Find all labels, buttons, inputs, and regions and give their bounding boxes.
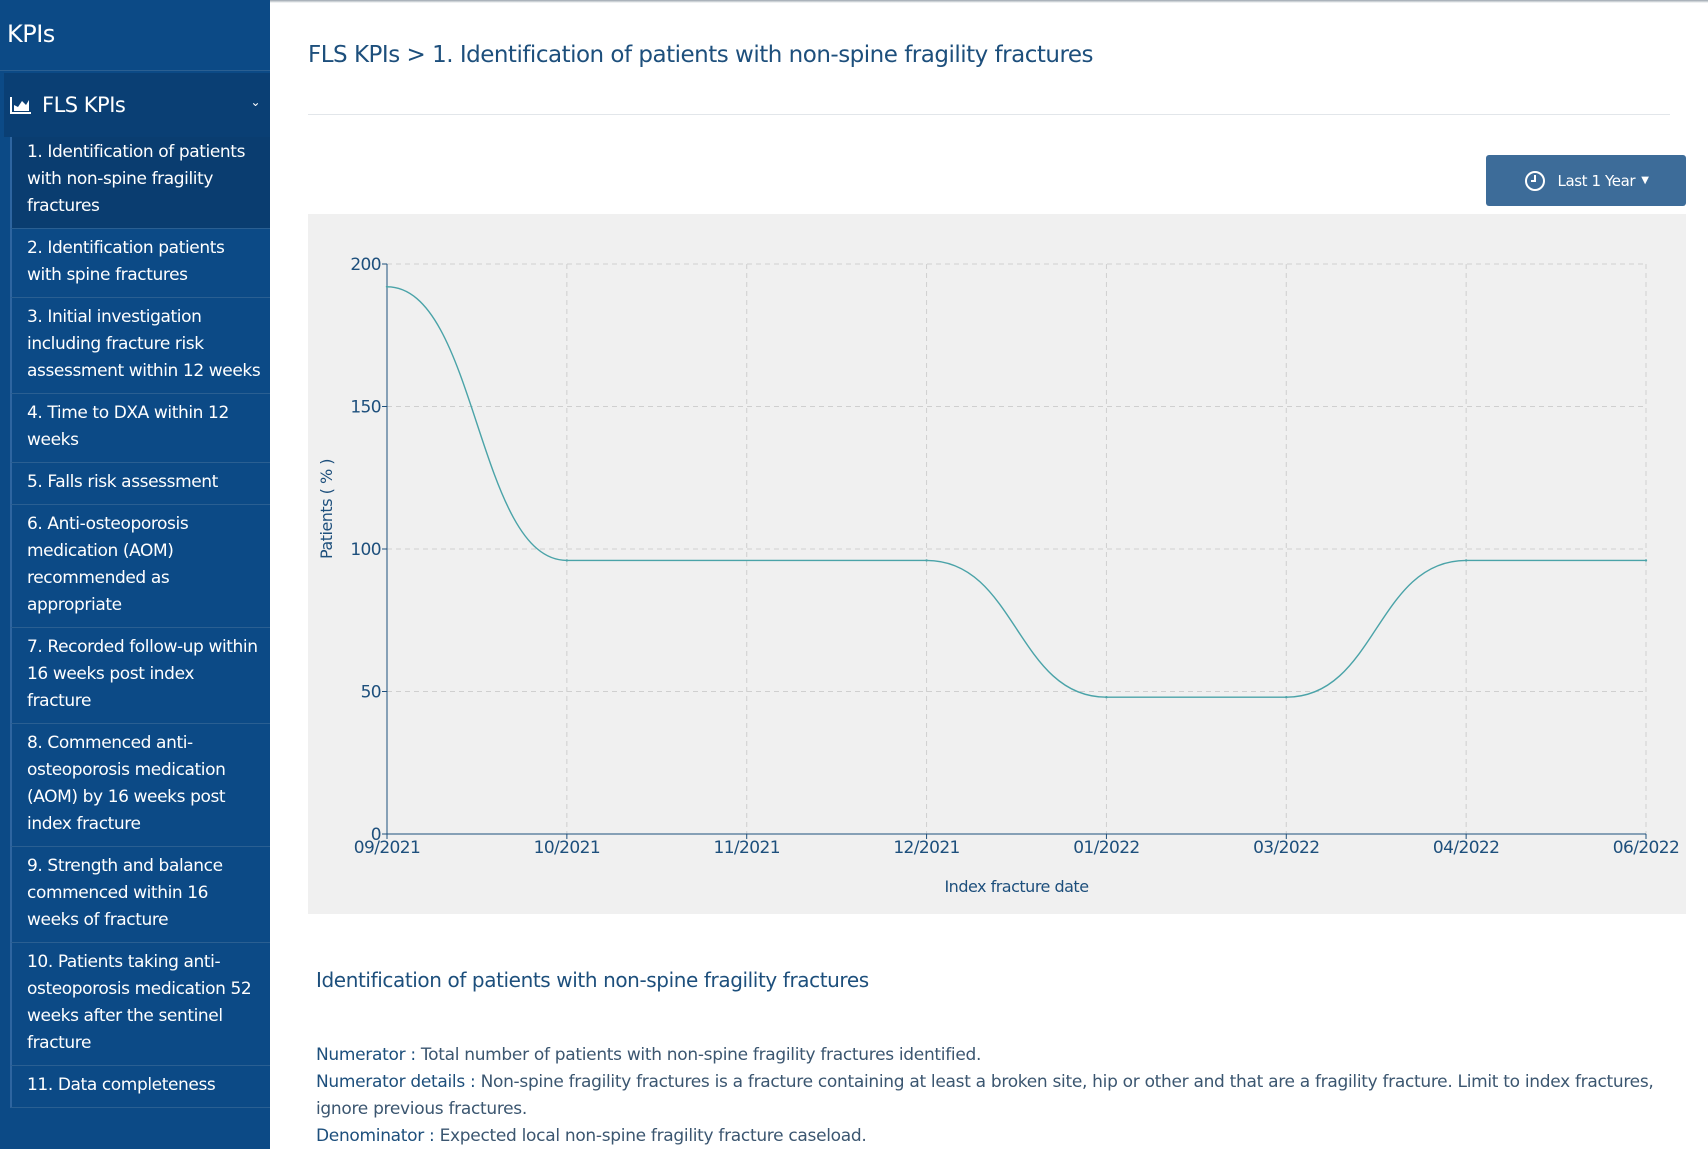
sidebar-item-kpi-11[interactable]: 11. Data completeness bbox=[10, 1066, 270, 1108]
x-tick-label: 03/2022 bbox=[1253, 838, 1319, 858]
sidebar-kpi-list: 1. Identification of patients with non-s… bbox=[0, 137, 270, 1108]
chevron-down-icon[interactable]: ⌄ bbox=[250, 95, 260, 109]
sidebar-item-label: 8. Commenced anti-osteoporosis medicatio… bbox=[27, 733, 226, 834]
numerator-details-label: Numerator details : bbox=[316, 1072, 476, 1092]
numerator-text: Total number of patients with non-spine … bbox=[420, 1045, 982, 1065]
app-title: KPIs bbox=[0, 0, 270, 71]
x-tick-label: 11/2021 bbox=[713, 838, 779, 858]
sidebar-item-label: 2. Identification patients with spine fr… bbox=[27, 238, 225, 285]
sidebar-item-kpi-1[interactable]: 1. Identification of patients with non-s… bbox=[10, 137, 270, 229]
data-point bbox=[1464, 559, 1468, 562]
x-tick-label: 01/2022 bbox=[1073, 838, 1139, 858]
sidebar-item-label: 6. Anti-osteoporosis medication (AOM) re… bbox=[27, 514, 189, 615]
area-chart-icon bbox=[10, 97, 31, 114]
x-tick-label: 06/2022 bbox=[1613, 838, 1679, 858]
top-shadow bbox=[270, 0, 1708, 3]
period-dropdown-button[interactable]: Last 1 Year ▼ bbox=[1486, 155, 1686, 206]
data-point bbox=[1105, 696, 1108, 699]
sidebar-item-kpi-6[interactable]: 6. Anti-osteoporosis medication (AOM) re… bbox=[10, 505, 270, 628]
header-divider bbox=[308, 114, 1670, 115]
sidebar-item-label: 3. Initial investigation including fract… bbox=[27, 307, 261, 381]
y-tick-label: 100 bbox=[350, 540, 381, 560]
sidebar-item-kpi-4[interactable]: 4. Time to DXA within 12 weeks bbox=[10, 394, 270, 463]
data-point bbox=[925, 559, 928, 562]
data-point bbox=[1285, 696, 1288, 699]
sidebar: KPIs FLS KPIs ⌄ 1. Identification of pat… bbox=[0, 0, 270, 1149]
data-point bbox=[565, 559, 569, 562]
denominator-label: Denominator : bbox=[316, 1126, 435, 1146]
sidebar-item-kpi-2[interactable]: 2. Identification patients with spine fr… bbox=[10, 229, 270, 298]
kpi-chart: 0 50 100 150 200 09/2021 10/2021 11/2021 12/2021… bbox=[308, 214, 1686, 914]
numerator-details-text: Non-spine fragility fractures is a fract… bbox=[316, 1072, 1654, 1119]
sidebar-item-kpi-3[interactable]: 3. Initial investigation including fract… bbox=[10, 298, 270, 394]
y-tick-label: 150 bbox=[350, 398, 381, 418]
sidebar-section-fls-kpis[interactable]: FLS KPIs ⌄ bbox=[4, 73, 270, 137]
sidebar-item-label: 1. Identification of patients with non-s… bbox=[27, 142, 246, 216]
denominator-row: Denominator : Expected local non-spine f… bbox=[316, 1123, 1676, 1150]
sidebar-item-label: 4. Time to DXA within 12 weeks bbox=[27, 403, 229, 450]
numerator-label: Numerator : bbox=[316, 1045, 416, 1065]
sidebar-item-label: 5. Falls risk assessment bbox=[27, 472, 218, 492]
data-point bbox=[385, 285, 389, 288]
denominator-text: Expected local non-spine fragility fract… bbox=[439, 1126, 867, 1146]
data-point bbox=[1644, 559, 1648, 562]
period-label: Last 1 Year bbox=[1557, 171, 1636, 190]
x-tick-label: 10/2021 bbox=[534, 838, 600, 858]
sidebar-item-label: 11. Data completeness bbox=[27, 1075, 216, 1095]
sidebar-item-label: 10. Patients taking anti-osteoporosis me… bbox=[27, 952, 252, 1053]
series-line bbox=[386, 286, 1646, 698]
description-title: Identification of patients with non-spin… bbox=[316, 968, 869, 992]
x-axis-title: Index fracture date bbox=[944, 877, 1088, 896]
sidebar-item-kpi-10[interactable]: 10. Patients taking anti-osteoporosis me… bbox=[10, 943, 270, 1066]
y-tick-label: 0 bbox=[371, 825, 381, 845]
y-tick-label: 50 bbox=[361, 683, 381, 703]
sidebar-item-label: 7. Recorded follow-up within 16 weeks po… bbox=[27, 637, 258, 711]
x-tick-label: 12/2021 bbox=[893, 838, 959, 858]
numerator-row: Numerator : Total number of patients wit… bbox=[316, 1042, 1676, 1069]
x-tick-label: 09/2021 bbox=[354, 838, 420, 858]
kpi-description: Numerator : Total number of patients wit… bbox=[316, 1042, 1676, 1150]
clock-icon bbox=[1524, 170, 1545, 191]
y-axis-title: Patients ( % ) bbox=[317, 459, 336, 559]
sidebar-item-label: 9. Strength and balance commenced within… bbox=[27, 856, 223, 930]
sidebar-section-label: FLS KPIs bbox=[42, 93, 126, 117]
line-chart: 0 50 100 150 200 09/2021 10/2021 11/2021 12/2021… bbox=[317, 255, 1680, 896]
caret-down-icon: ▼ bbox=[1641, 175, 1649, 186]
sidebar-item-kpi-9[interactable]: 9. Strength and balance commenced within… bbox=[10, 847, 270, 943]
numerator-details-row: Numerator details : Non-spine fragility … bbox=[316, 1069, 1676, 1123]
x-tick-label: 04/2022 bbox=[1433, 838, 1499, 858]
y-tick-label: 200 bbox=[350, 255, 381, 275]
sidebar-item-kpi-7[interactable]: 7. Recorded follow-up within 16 weeks po… bbox=[10, 628, 270, 724]
sidebar-item-kpi-5[interactable]: 5. Falls risk assessment bbox=[10, 463, 270, 505]
sidebar-item-kpi-8[interactable]: 8. Commenced anti-osteoporosis medicatio… bbox=[10, 724, 270, 847]
breadcrumb: FLS KPIs > 1. Identification of patients… bbox=[308, 42, 1094, 68]
